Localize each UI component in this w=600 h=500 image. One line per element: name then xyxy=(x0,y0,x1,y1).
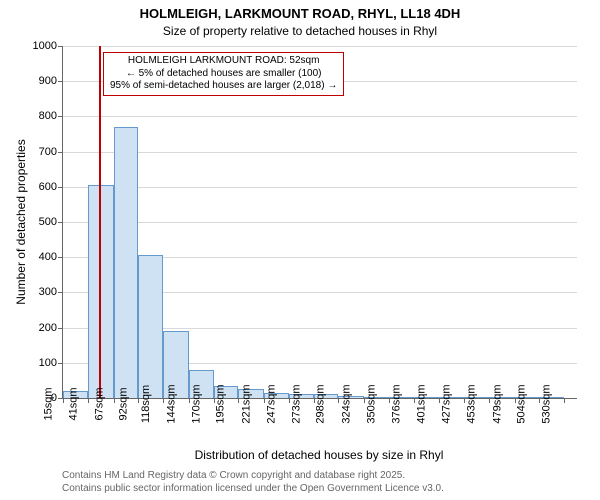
chart-subtitle: Size of property relative to detached ho… xyxy=(0,24,600,38)
histogram-bar xyxy=(138,255,163,398)
ytick-label: 800 xyxy=(39,110,57,122)
gridline xyxy=(63,187,577,188)
ytick-mark xyxy=(58,46,63,47)
xtick-label: 324sqm xyxy=(340,384,352,423)
xtick-label: 15sqm xyxy=(42,387,54,420)
ytick-label: 900 xyxy=(39,75,57,87)
footnote-1: Contains HM Land Registry data © Crown c… xyxy=(62,470,405,481)
xtick-label: 170sqm xyxy=(190,384,202,423)
ytick-mark xyxy=(58,292,63,293)
xtick-label: 401sqm xyxy=(415,384,427,423)
footnote-2: Contains public sector information licen… xyxy=(62,483,444,494)
ytick-mark xyxy=(58,81,63,82)
xtick-label: 41sqm xyxy=(68,387,80,420)
xtick-label: 144sqm xyxy=(165,384,177,423)
xtick-mark xyxy=(264,398,265,403)
xtick-label: 427sqm xyxy=(440,384,452,423)
gridline xyxy=(63,46,577,47)
annotation-line-3: 95% of semi-detached houses are larger (… xyxy=(110,80,337,93)
ytick-label: 1000 xyxy=(33,40,57,52)
plot-area: 01002003004005006007008009001000 15sqm41… xyxy=(62,46,577,399)
xtick-label: 298sqm xyxy=(315,384,327,423)
ytick-mark xyxy=(58,152,63,153)
xtick-label: 376sqm xyxy=(391,384,403,423)
ytick-label: 200 xyxy=(39,322,57,334)
ytick-label: 300 xyxy=(39,286,57,298)
ytick-mark xyxy=(58,116,63,117)
ytick-mark xyxy=(58,222,63,223)
chart-title: HOLMLEIGH, LARKMOUNT ROAD, RHYL, LL18 4D… xyxy=(0,6,600,21)
ytick-mark xyxy=(58,187,63,188)
ytick-label: 700 xyxy=(39,146,57,158)
xtick-mark xyxy=(189,398,190,403)
ytick-mark xyxy=(58,363,63,364)
xtick-label: 195sqm xyxy=(215,384,227,423)
xtick-mark xyxy=(238,398,239,403)
xtick-label: 221sqm xyxy=(240,384,252,423)
xtick-label: 92sqm xyxy=(117,387,129,420)
xtick-mark xyxy=(489,398,490,403)
xtick-label: 453sqm xyxy=(466,384,478,423)
xtick-label: 273sqm xyxy=(291,384,303,423)
ytick-label: 600 xyxy=(39,181,57,193)
annotation-line-2: ← 5% of detached houses are smaller (100… xyxy=(110,68,337,81)
xtick-mark xyxy=(114,398,115,403)
xtick-label: 504sqm xyxy=(515,384,527,423)
xtick-mark xyxy=(338,398,339,403)
gridline xyxy=(63,222,577,223)
ytick-mark xyxy=(58,257,63,258)
reference-line xyxy=(99,46,101,398)
xtick-mark xyxy=(63,398,64,403)
ytick-label: 400 xyxy=(39,251,57,263)
y-axis-label: Number of detached properties xyxy=(14,46,28,398)
xtick-mark xyxy=(88,398,89,403)
annotation-line-1: HOLMLEIGH LARKMOUNT ROAD: 52sqm xyxy=(110,55,337,68)
xtick-label: 247sqm xyxy=(265,384,277,423)
xtick-label: 350sqm xyxy=(366,384,378,423)
gridline xyxy=(63,116,577,117)
xtick-mark xyxy=(138,398,139,403)
xtick-label: 67sqm xyxy=(93,387,105,420)
xtick-mark xyxy=(564,398,565,403)
gridline xyxy=(63,152,577,153)
xtick-mark xyxy=(163,398,164,403)
ytick-label: 100 xyxy=(39,357,57,369)
ytick-mark xyxy=(58,328,63,329)
annotation-box: HOLMLEIGH LARKMOUNT ROAD: 52sqm ← 5% of … xyxy=(103,52,344,96)
chart-container: { "title_main": "HOLMLEIGH, LARKMOUNT RO… xyxy=(0,0,600,500)
xtick-label: 479sqm xyxy=(491,384,503,423)
ytick-label: 500 xyxy=(39,216,57,228)
histogram-bar xyxy=(114,127,138,398)
x-axis-label: Distribution of detached houses by size … xyxy=(62,448,576,462)
xtick-label: 118sqm xyxy=(140,385,152,423)
xtick-label: 530sqm xyxy=(541,384,553,423)
